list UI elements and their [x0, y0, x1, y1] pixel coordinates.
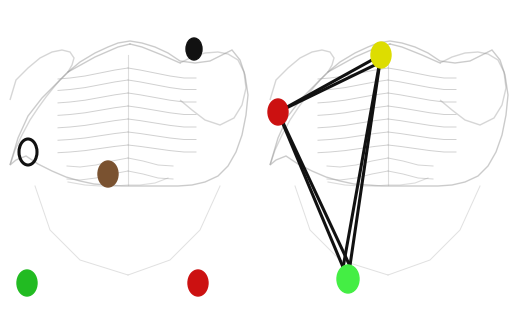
Ellipse shape	[98, 161, 118, 187]
Ellipse shape	[268, 99, 288, 125]
Ellipse shape	[337, 265, 359, 293]
Ellipse shape	[17, 270, 37, 296]
Ellipse shape	[188, 270, 208, 296]
Ellipse shape	[371, 42, 391, 68]
Ellipse shape	[186, 38, 202, 60]
